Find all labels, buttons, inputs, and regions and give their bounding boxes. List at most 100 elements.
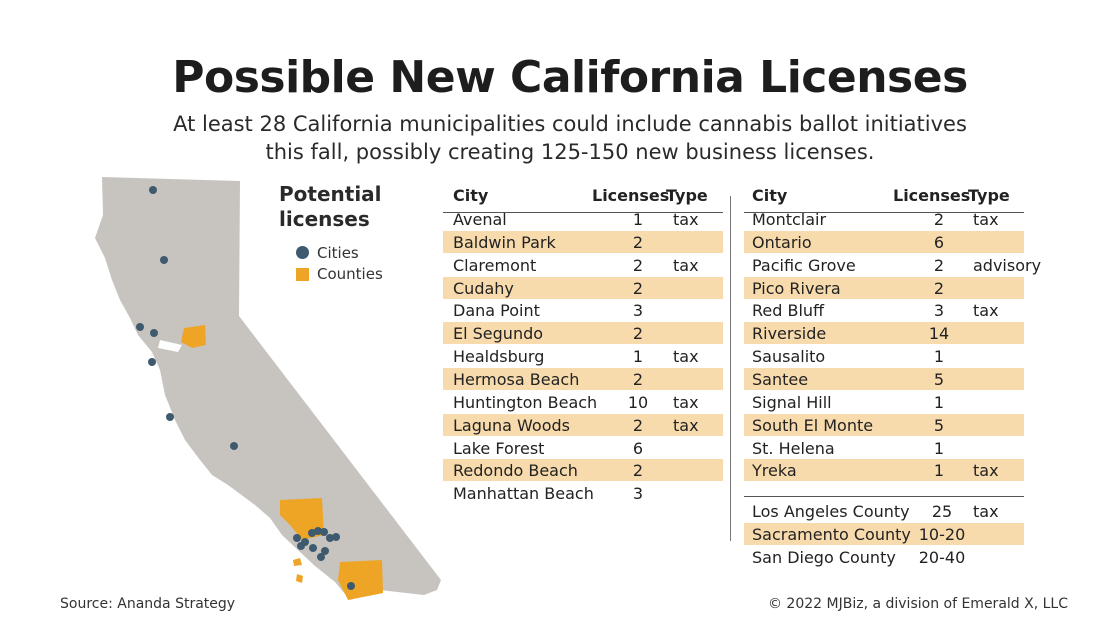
cell-city: Sacramento County <box>752 524 911 544</box>
table-row: Lake Forest 6 <box>443 437 723 459</box>
channel-island-2 <box>296 574 303 583</box>
table-row: Redondo Beach 2 <box>443 459 723 482</box>
bay-water <box>158 340 182 352</box>
source-note: Source: Ananda Strategy <box>60 596 236 612</box>
page-title: Possible New California Licenses <box>172 52 968 103</box>
city-dots <box>136 186 355 590</box>
cell-city: Laguna Woods <box>453 415 570 435</box>
table-row: Pacific Grove 2 advisory <box>744 254 1041 276</box>
city-dot <box>293 534 301 542</box>
cell-type: advisory <box>973 255 1042 275</box>
cell-city: Yreka <box>752 461 797 481</box>
cell-licenses: 2 <box>632 415 644 435</box>
right-table: City Licenses Type Montclair 2 tax Ontario 6… <box>744 186 1041 576</box>
table-row: South El Monte 5 <box>744 413 1024 436</box>
header-type: Type <box>968 186 1010 205</box>
table-row: Hermosa Beach 2 <box>443 367 723 390</box>
city-dot <box>160 256 168 264</box>
cell-city: Baldwin Park <box>453 232 556 252</box>
cell-city: St. Helena <box>752 438 835 458</box>
table-row: San Diego County 20-40 <box>744 546 1024 568</box>
city-dot <box>136 323 144 331</box>
cell-type: tax <box>673 347 699 367</box>
cell-licenses: 1 <box>933 438 945 458</box>
cell-licenses: 2 <box>933 278 945 298</box>
cell-licenses: 3 <box>933 301 945 321</box>
cell-licenses: 25 <box>931 502 953 521</box>
table-row: Montclair 2 tax <box>744 208 1024 230</box>
cell-licenses: 5 <box>933 415 945 435</box>
cell-city: Santee <box>752 369 809 389</box>
table-row: Sacramento County 10-20 <box>744 522 1024 545</box>
legend-cities-label: Cities <box>317 244 359 262</box>
cell-licenses: 1 <box>933 461 945 481</box>
city-dot <box>297 542 305 550</box>
channel-island-1 <box>293 558 302 566</box>
cell-type: tax <box>673 210 699 229</box>
cell-type: tax <box>673 255 699 275</box>
legend-title-line-1: Potential <box>279 182 382 206</box>
city-dot <box>320 528 328 536</box>
table-row: Santee 5 <box>744 367 1024 390</box>
cell-city: Huntington Beach <box>453 392 598 412</box>
table-row: Avenal 1 tax <box>443 208 723 230</box>
cell-type: tax <box>673 415 699 435</box>
cell-city: Lake Forest <box>453 438 545 458</box>
table-row: St. Helena 1 <box>744 437 1024 459</box>
san-diego-county <box>338 560 383 600</box>
cell-city: Montclair <box>752 210 827 229</box>
cell-licenses: 10 <box>627 392 649 412</box>
cell-licenses: 2 <box>933 255 945 275</box>
table-row: Huntington Beach 10 tax <box>443 391 723 413</box>
cell-city: Ontario <box>752 232 812 252</box>
cell-licenses: 2 <box>632 255 644 275</box>
cell-licenses: 2 <box>632 324 644 344</box>
header-city: City <box>453 186 489 205</box>
legend-title: Potential licenses <box>279 182 399 232</box>
cell-city: Pacific Grove <box>752 255 856 275</box>
legend-counties-label: Counties <box>317 265 383 283</box>
city-dot <box>148 358 156 366</box>
table-row: Manhattan Beach 3 <box>443 482 723 504</box>
cell-city: Los Angeles County <box>752 502 910 521</box>
city-dot <box>166 413 174 421</box>
county-divider <box>744 496 1024 497</box>
cell-licenses: 6 <box>632 438 644 458</box>
legend-city-dot-icon <box>296 246 309 259</box>
header-city: City <box>752 186 788 205</box>
california-map <box>95 177 441 600</box>
cell-licenses: 3 <box>632 301 644 321</box>
table-row: Claremont 2 tax <box>443 254 723 276</box>
city-dot <box>149 186 157 194</box>
table-row: Yreka 1 tax <box>744 459 1024 482</box>
cell-licenses: 2 <box>632 232 644 252</box>
cell-licenses: 2 <box>933 210 945 229</box>
cell-city: Claremont <box>453 255 537 275</box>
cell-type: tax <box>673 392 699 412</box>
table-row: Signal Hill 1 <box>744 391 1024 413</box>
subtitle-line-2: this fall, possibly creating 125-150 new… <box>265 140 875 164</box>
cell-city: San Diego County <box>752 547 896 567</box>
cell-licenses: 14 <box>928 324 950 344</box>
table-row: Sausalito 1 <box>744 345 1024 367</box>
sacramento-county <box>181 325 206 348</box>
cell-licenses: 20-40 <box>918 547 966 567</box>
table-row: Dana Point 3 <box>443 299 723 321</box>
city-dot <box>347 582 355 590</box>
city-dot <box>230 442 238 450</box>
table-row: El Segundo 2 <box>443 322 723 345</box>
city-dot <box>309 544 317 552</box>
table-row: Los Angeles County 25 tax <box>744 500 1024 522</box>
city-dot <box>314 527 322 535</box>
cell-city: Manhattan Beach <box>453 484 594 504</box>
cell-licenses: 1 <box>933 392 945 412</box>
header-rule <box>443 212 723 213</box>
cell-licenses: 1 <box>933 347 945 367</box>
table-row: Pico Rivera 2 <box>744 276 1024 299</box>
cell-city: Dana Point <box>453 301 540 321</box>
cell-city: South El Monte <box>752 415 874 435</box>
cell-type: tax <box>973 210 999 229</box>
legend-county-square-icon <box>296 268 309 281</box>
city-dot <box>150 329 158 337</box>
cell-city: Signal Hill <box>752 392 832 412</box>
